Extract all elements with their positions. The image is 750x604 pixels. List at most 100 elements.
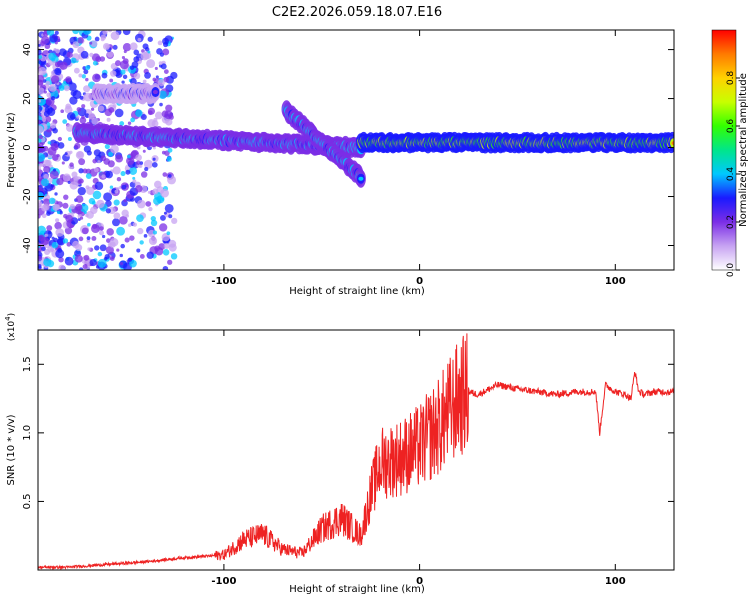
noise-point [163,41,169,48]
noise-point [112,166,121,175]
noise-point [146,251,154,259]
noise-point [162,265,169,270]
noise-point [129,78,137,85]
noise-point [97,251,103,257]
noise-point [150,219,158,227]
figure-title: C2E2.2026.059.18.07.E16 [272,5,442,20]
noise-point [47,141,51,145]
noise-point [121,55,126,60]
noise-point [167,147,173,153]
x-tick-label: -100 [211,576,236,587]
colorbar-tick-label: 0.0 [726,263,736,278]
noise-point [58,256,64,263]
noise-point [43,110,50,117]
noise-point [164,110,173,120]
noise-point [83,85,91,93]
x-tick-label: 0 [416,276,423,287]
x-tick-label: 100 [605,576,626,587]
noise-point [97,160,101,164]
noise-point [122,74,128,80]
noise-point [127,121,132,125]
noise-point [50,96,56,101]
noise-point [121,184,127,190]
noise-point [166,231,171,236]
noise-point [123,198,127,203]
noise-point [69,150,73,154]
noise-point [105,170,113,179]
noise-point [94,181,104,191]
noise-point [144,72,151,79]
noise-point [105,44,110,49]
colorbar-ticks: 0.0 0.2 0.4 0.6 0.8 [726,71,740,278]
noise-point [87,222,91,227]
noise-point [105,246,114,255]
colorbar-tick-label: 0.6 [726,119,736,134]
noise-point [50,75,60,84]
noise-point [89,52,94,57]
noise-point [116,226,126,236]
noise-point [164,203,174,213]
noise-point [85,65,91,71]
noise-point [129,235,135,241]
harmonic-line-core [152,90,158,95]
noise-point [137,37,142,42]
noise-point [105,208,111,214]
noise-point [77,151,84,158]
noise-point [162,172,168,177]
noise-point [125,169,131,175]
noise-point [147,107,156,115]
noise-point [147,50,151,54]
noise-point [55,218,60,223]
noise-point [38,104,43,113]
noise-point [116,177,122,182]
snr-series-line [38,333,674,570]
noise-point [62,119,68,124]
noise-point [44,43,51,50]
noise-point [160,214,166,221]
y-tick-label: -20 [22,188,33,204]
spectrogram-y-ticks: -40 -20 0 20 40 [22,43,674,254]
noise-point [119,253,124,258]
noise-point [74,254,83,263]
noise-point [148,236,158,246]
noise-point [98,105,105,112]
noise-point [159,102,163,107]
noise-point [63,85,70,92]
y-tick-label: 20 [22,92,33,105]
noise-point [75,203,83,211]
noise-point [162,48,170,56]
noise-point [103,158,111,165]
noise-point [83,254,90,261]
descending-band-core [358,176,364,181]
noise-point [161,150,166,155]
noise-point [86,186,95,195]
noise-point [66,112,76,121]
noise-point [54,192,58,196]
noise-point [113,199,120,206]
noise-point [129,259,137,268]
noise-point [86,150,92,156]
snr-scale-note: (x104) [4,313,17,341]
noise-point [43,90,47,94]
noise-point [112,44,118,50]
noise-point [91,236,97,241]
colorbar-label: Normalized spectral amplitude [738,73,749,227]
noise-point [115,60,121,67]
noise-point [130,117,136,123]
noise-point [56,210,61,215]
noise-point [41,204,48,212]
noise-point [41,246,46,252]
noise-point [119,262,124,266]
noise-point [168,239,177,248]
noise-point [45,80,51,86]
noise-point [142,43,149,50]
noise-point [100,37,105,42]
noise-point [54,67,62,76]
noise-point [38,87,45,95]
noise-point [63,80,67,84]
noise-point [139,254,145,259]
noise-point [68,82,77,92]
noise-point [40,236,49,246]
